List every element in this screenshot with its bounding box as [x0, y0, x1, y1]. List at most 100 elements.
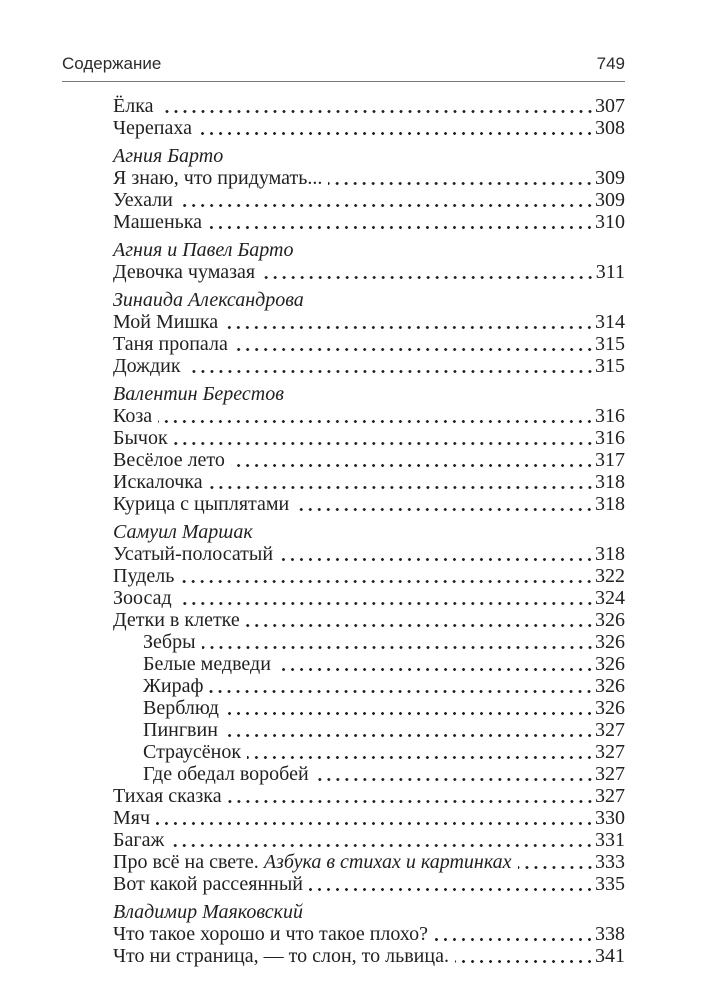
dot-leader [223, 719, 594, 741]
dot-leader [247, 741, 594, 763]
toc-entry-page: 315 [595, 333, 625, 355]
toc-author-name: Самуил Маршак [113, 521, 253, 543]
dot-leader [197, 117, 594, 139]
toc-author-name: Зинаида Александрова [113, 289, 304, 311]
dot-leader [309, 873, 594, 895]
toc-entry-page: 316 [595, 405, 625, 427]
toc-author-heading: Агния Барто [113, 145, 625, 167]
toc-author-heading: Валентин Берестов [113, 383, 625, 405]
toc-entry-page: 327 [595, 763, 625, 785]
toc-author-heading: Самуил Маршак [113, 521, 625, 543]
page-number: 749 [596, 54, 625, 73]
toc-entry-title: Черепаха [113, 117, 192, 139]
toc-entry: Я знаю, что придумать... 309 [113, 167, 625, 189]
toc-entry-page: 317 [595, 449, 625, 471]
dot-leader [159, 95, 594, 117]
toc-entry: Усатый-полосатый 318 [113, 543, 625, 565]
dot-leader [245, 609, 594, 631]
dot-leader [170, 829, 594, 851]
toc-entry-title: Вот какой рассеянный [113, 873, 304, 895]
dot-leader [233, 333, 594, 355]
toc-entry-page: 326 [595, 631, 625, 653]
dot-leader [434, 923, 594, 945]
toc-entry-title: Детки в клетке [113, 609, 240, 631]
toc-entry: Страусёнок 327 [113, 741, 625, 763]
toc-entry-title: Белые медведи [143, 653, 271, 675]
dot-leader [224, 697, 594, 719]
toc-entry-page: 331 [595, 829, 625, 851]
toc-entry-page: 315 [595, 355, 625, 377]
toc-entry-title: Страусёнок [143, 741, 242, 763]
toc-entry: Про всё на свете. Азбука в стихах и карт… [113, 851, 625, 873]
header-rule [62, 81, 625, 82]
toc-entry: Черепаха 308 [113, 117, 625, 139]
dot-leader [158, 405, 594, 427]
toc-entry: Белые медведи 326 [113, 653, 625, 675]
toc-entry-title: Весёлое лето [113, 449, 225, 471]
dot-leader [224, 311, 594, 333]
dot-leader [517, 851, 594, 873]
toc-entry-title: Девочка чумазая [113, 261, 256, 283]
toc-entry: Уехали 309 [113, 189, 625, 211]
toc-entry-page: 341 [595, 945, 625, 967]
toc-entry: Мяч 330 [113, 807, 625, 829]
toc-author-name: Агния Барто [113, 145, 224, 167]
toc-entry: Что ни страница, — то слон, то львица. 34… [113, 945, 625, 967]
toc-entry-title: Пудель [113, 565, 175, 587]
toc-entry-page: 335 [595, 873, 625, 895]
toc-entry-page: 314 [595, 311, 625, 333]
toc-author-name: Владимир Маяковский [113, 901, 303, 923]
toc-entry-title: Что ни страница, — то слон, то львица. [113, 945, 449, 967]
toc-entry-page: 322 [595, 565, 625, 587]
toc-entry: Ёлка 307 [113, 95, 625, 117]
toc-entry-page: 318 [595, 471, 625, 493]
toc-entry-title: Багаж [113, 829, 165, 851]
toc-entry: Детки в клетке 326 [113, 609, 625, 631]
toc-entry-page: 327 [595, 741, 625, 763]
toc-entry: Жираф 326 [113, 675, 625, 697]
toc-entry-title: Усатый-полосатый [113, 543, 274, 565]
running-title: Содержание [62, 54, 162, 73]
toc-entry-page: 326 [595, 653, 625, 675]
toc-author-name: Агния и Павел Барто [113, 239, 294, 261]
toc-entry-title: Таня пропала [113, 333, 228, 355]
toc-entry-page: 308 [595, 117, 625, 139]
dot-leader [180, 565, 594, 587]
toc-entry: Коза 316 [113, 405, 625, 427]
dot-leader [208, 211, 594, 233]
toc-author-name: Валентин Берестов [113, 383, 284, 405]
toc-entry: Где обедал воробей 327 [113, 763, 625, 785]
toc-entry-page: 338 [595, 923, 625, 945]
toc-entry: Тихая сказка 327 [113, 785, 625, 807]
toc-entry: Мой Мишка 314 [113, 311, 625, 333]
toc-entry-title: Дождик [113, 355, 181, 377]
toc-entry-title: Мяч [113, 807, 151, 829]
toc-list: Ёлка 307 Черепаха 308 Агния Барто Я знаю, что… [113, 95, 625, 967]
toc-entry-page: 316 [595, 427, 625, 449]
dot-leader [230, 449, 594, 471]
toc-entry: Верблюд 326 [113, 697, 625, 719]
toc-entry-title: Пингвин [143, 719, 218, 741]
toc-entry: Пудель 322 [113, 565, 625, 587]
toc-entry-title: Искалочка [113, 471, 203, 493]
toc-entry: Багаж 331 [113, 829, 625, 851]
dot-leader [227, 785, 594, 807]
toc-entry: Пингвин 327 [113, 719, 625, 741]
dot-leader [328, 167, 594, 189]
toc-entry-page: 318 [595, 493, 625, 515]
dot-leader [295, 493, 594, 515]
dot-leader [454, 945, 594, 967]
toc-entry: Что такое хорошо и что такое плохо? 338 [113, 923, 625, 945]
toc-entry-title-italic: Азбука в стихах и картинках [263, 851, 512, 873]
toc-entry: Зоосад 324 [113, 587, 625, 609]
toc-author-heading: Агния и Павел Барто [113, 239, 625, 261]
dot-leader [261, 261, 595, 283]
toc-entry-title: Про всё на свете. Азбука в стихах и карт… [113, 851, 512, 873]
toc-entry-title: Где обедал воробей [143, 763, 309, 785]
dot-leader [279, 543, 594, 565]
toc-entry-title: Тихая сказка [113, 785, 222, 807]
dot-leader [156, 807, 594, 829]
dot-leader [314, 763, 594, 785]
toc-entry: Искалочка 318 [113, 471, 625, 493]
toc-entry: Вот какой рассеянный 335 [113, 873, 625, 895]
